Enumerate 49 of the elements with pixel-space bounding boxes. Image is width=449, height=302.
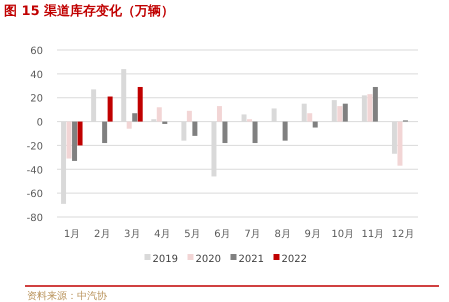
bar: [337, 106, 342, 122]
y-tick-label: 60: [30, 46, 43, 57]
x-tick-label: 10月: [331, 229, 354, 240]
bar: [66, 122, 72, 159]
bar: [252, 122, 258, 144]
bar: [397, 122, 402, 166]
bar: [307, 113, 312, 122]
y-tick-label: 0: [36, 118, 43, 129]
bar: [102, 122, 108, 144]
y-tick-label: 20: [30, 94, 43, 105]
y-tick-label: 40: [30, 70, 43, 81]
x-tick-label: 4月: [154, 229, 170, 240]
legend-label: 2022: [282, 254, 307, 265]
bar: [132, 113, 138, 122]
bar: [216, 106, 222, 122]
legend-label: 2021: [238, 254, 264, 265]
text: 资料来源：中汽协: [27, 290, 107, 302]
y-tick-label: -20: [26, 141, 43, 152]
bar: [192, 122, 198, 136]
legend-label: 2019: [152, 254, 178, 265]
x-tick-label: 2月: [94, 229, 110, 240]
y-tick-label: -40: [26, 165, 43, 176]
x-tick-label: 6月: [214, 229, 231, 240]
x-tick-label: 9月: [304, 229, 321, 240]
x-tick-label: 12月: [392, 229, 414, 240]
bar: [126, 122, 132, 129]
bar: [247, 119, 252, 122]
x-tick-label: 7月: [244, 229, 261, 240]
y-tick-label: -80: [26, 213, 43, 224]
bar: [372, 86, 378, 122]
bar: [186, 110, 192, 122]
bar: [108, 96, 113, 122]
y-tick-label: -60: [26, 189, 43, 200]
bar: [222, 122, 228, 144]
bar: [78, 122, 83, 146]
bar: [342, 104, 348, 122]
bar: [156, 107, 162, 122]
x-tick-label: 1月: [64, 229, 80, 240]
x-tick-label: 3月: [124, 229, 140, 240]
bar: [312, 122, 318, 128]
bar: [282, 122, 288, 141]
legend-label: 2020: [196, 254, 221, 265]
x-tick-label: 8月: [274, 229, 291, 240]
chart-title: 图 15 渠道库存变化（万辆）: [4, 3, 174, 19]
bar: [367, 94, 372, 122]
x-tick-label: 5月: [184, 229, 201, 240]
x-tick-label: 11月: [362, 229, 384, 240]
bar: [138, 86, 143, 122]
bar: [72, 122, 78, 161]
